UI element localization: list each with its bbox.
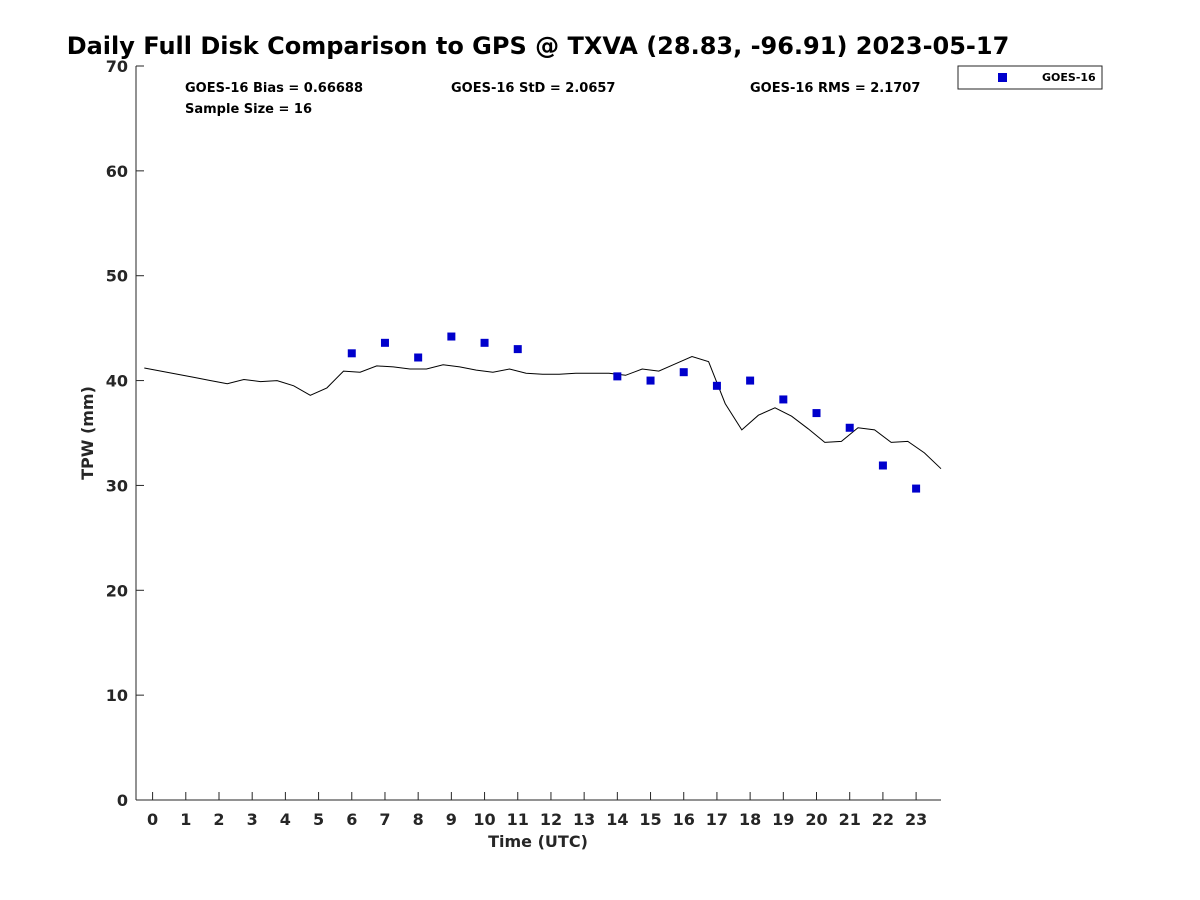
x-tick-label: 9 — [446, 810, 457, 829]
legend: GOES-16 — [957, 65, 1103, 90]
gps-series-line — [144, 355, 942, 470]
goes16-point — [746, 376, 755, 385]
y-tick-label: 70 — [106, 57, 128, 76]
goes16-point — [845, 423, 854, 432]
goes16-series-points — [347, 332, 921, 493]
goes16-point — [712, 381, 721, 390]
bias-stat: GOES-16 Bias = 0.66688 — [185, 81, 363, 96]
sample-size-stat: Sample Size = 16 — [185, 102, 312, 117]
x-tick-label: 20 — [805, 810, 827, 829]
x-tick-label: 21 — [839, 810, 861, 829]
x-tick-label: 4 — [280, 810, 291, 829]
goes16-point — [912, 484, 921, 493]
y-axis-label: TPW (mm) — [78, 386, 97, 480]
legend-entry-goes16: GOES-16 — [1042, 71, 1096, 84]
y-ticks: 0 10 20 30 40 50 60 70 — [106, 57, 144, 810]
x-tick-label: 11 — [507, 810, 529, 829]
goes16-point — [513, 345, 522, 354]
x-tick-label: 12 — [540, 810, 562, 829]
x-tick-label: 16 — [673, 810, 695, 829]
goes16-point — [812, 409, 821, 418]
x-tick-label: 8 — [413, 810, 424, 829]
y-tick-label: 10 — [106, 686, 128, 705]
x-tick-label: 17 — [706, 810, 728, 829]
y-tick-label: 50 — [106, 267, 128, 286]
std-stat: GOES-16 StD = 2.0657 — [451, 81, 615, 96]
goes16-point — [613, 372, 622, 381]
y-tick-label: 60 — [106, 162, 128, 181]
x-tick-label: 10 — [473, 810, 495, 829]
x-tick-label: 0 — [147, 810, 158, 829]
legend-marker — [998, 73, 1007, 82]
goes16-point — [878, 461, 887, 470]
chart-title: Daily Full Disk Comparison to GPS @ TXVA… — [67, 32, 1010, 60]
x-ticks: 0 1 2 3 4 5 6 7 8 9 10 11 12 13 14 15 16 17 18 19 20 21 22 23 — [147, 792, 927, 829]
goes16-point — [414, 353, 423, 362]
x-tick-label: 19 — [772, 810, 794, 829]
y-tick-label: 30 — [106, 476, 128, 495]
x-tick-label: 1 — [180, 810, 191, 829]
x-tick-label: 3 — [247, 810, 258, 829]
y-tick-label: 40 — [106, 372, 128, 391]
goes16-point — [447, 332, 456, 341]
goes16-point — [679, 368, 688, 377]
x-axis-label: Time (UTC) — [488, 832, 588, 851]
y-tick-label: 0 — [117, 791, 128, 810]
y-tick-label: 20 — [106, 581, 128, 600]
rms-stat: GOES-16 RMS = 2.1707 — [750, 81, 920, 96]
x-tick-label: 2 — [213, 810, 224, 829]
x-tick-label: 7 — [379, 810, 390, 829]
x-tick-label: 22 — [872, 810, 894, 829]
legend-box — [957, 65, 1103, 90]
x-tick-label: 13 — [573, 810, 595, 829]
x-tick-label: 23 — [905, 810, 927, 829]
goes16-point — [480, 338, 489, 347]
x-tick-label: 6 — [346, 810, 357, 829]
x-tick-label: 18 — [739, 810, 761, 829]
goes16-point — [646, 376, 655, 385]
goes16-point — [380, 338, 389, 347]
x-tick-label: 15 — [639, 810, 661, 829]
x-tick-label: 5 — [313, 810, 324, 829]
goes16-point — [347, 349, 356, 358]
goes16-point — [779, 395, 788, 404]
x-tick-label: 14 — [606, 810, 628, 829]
